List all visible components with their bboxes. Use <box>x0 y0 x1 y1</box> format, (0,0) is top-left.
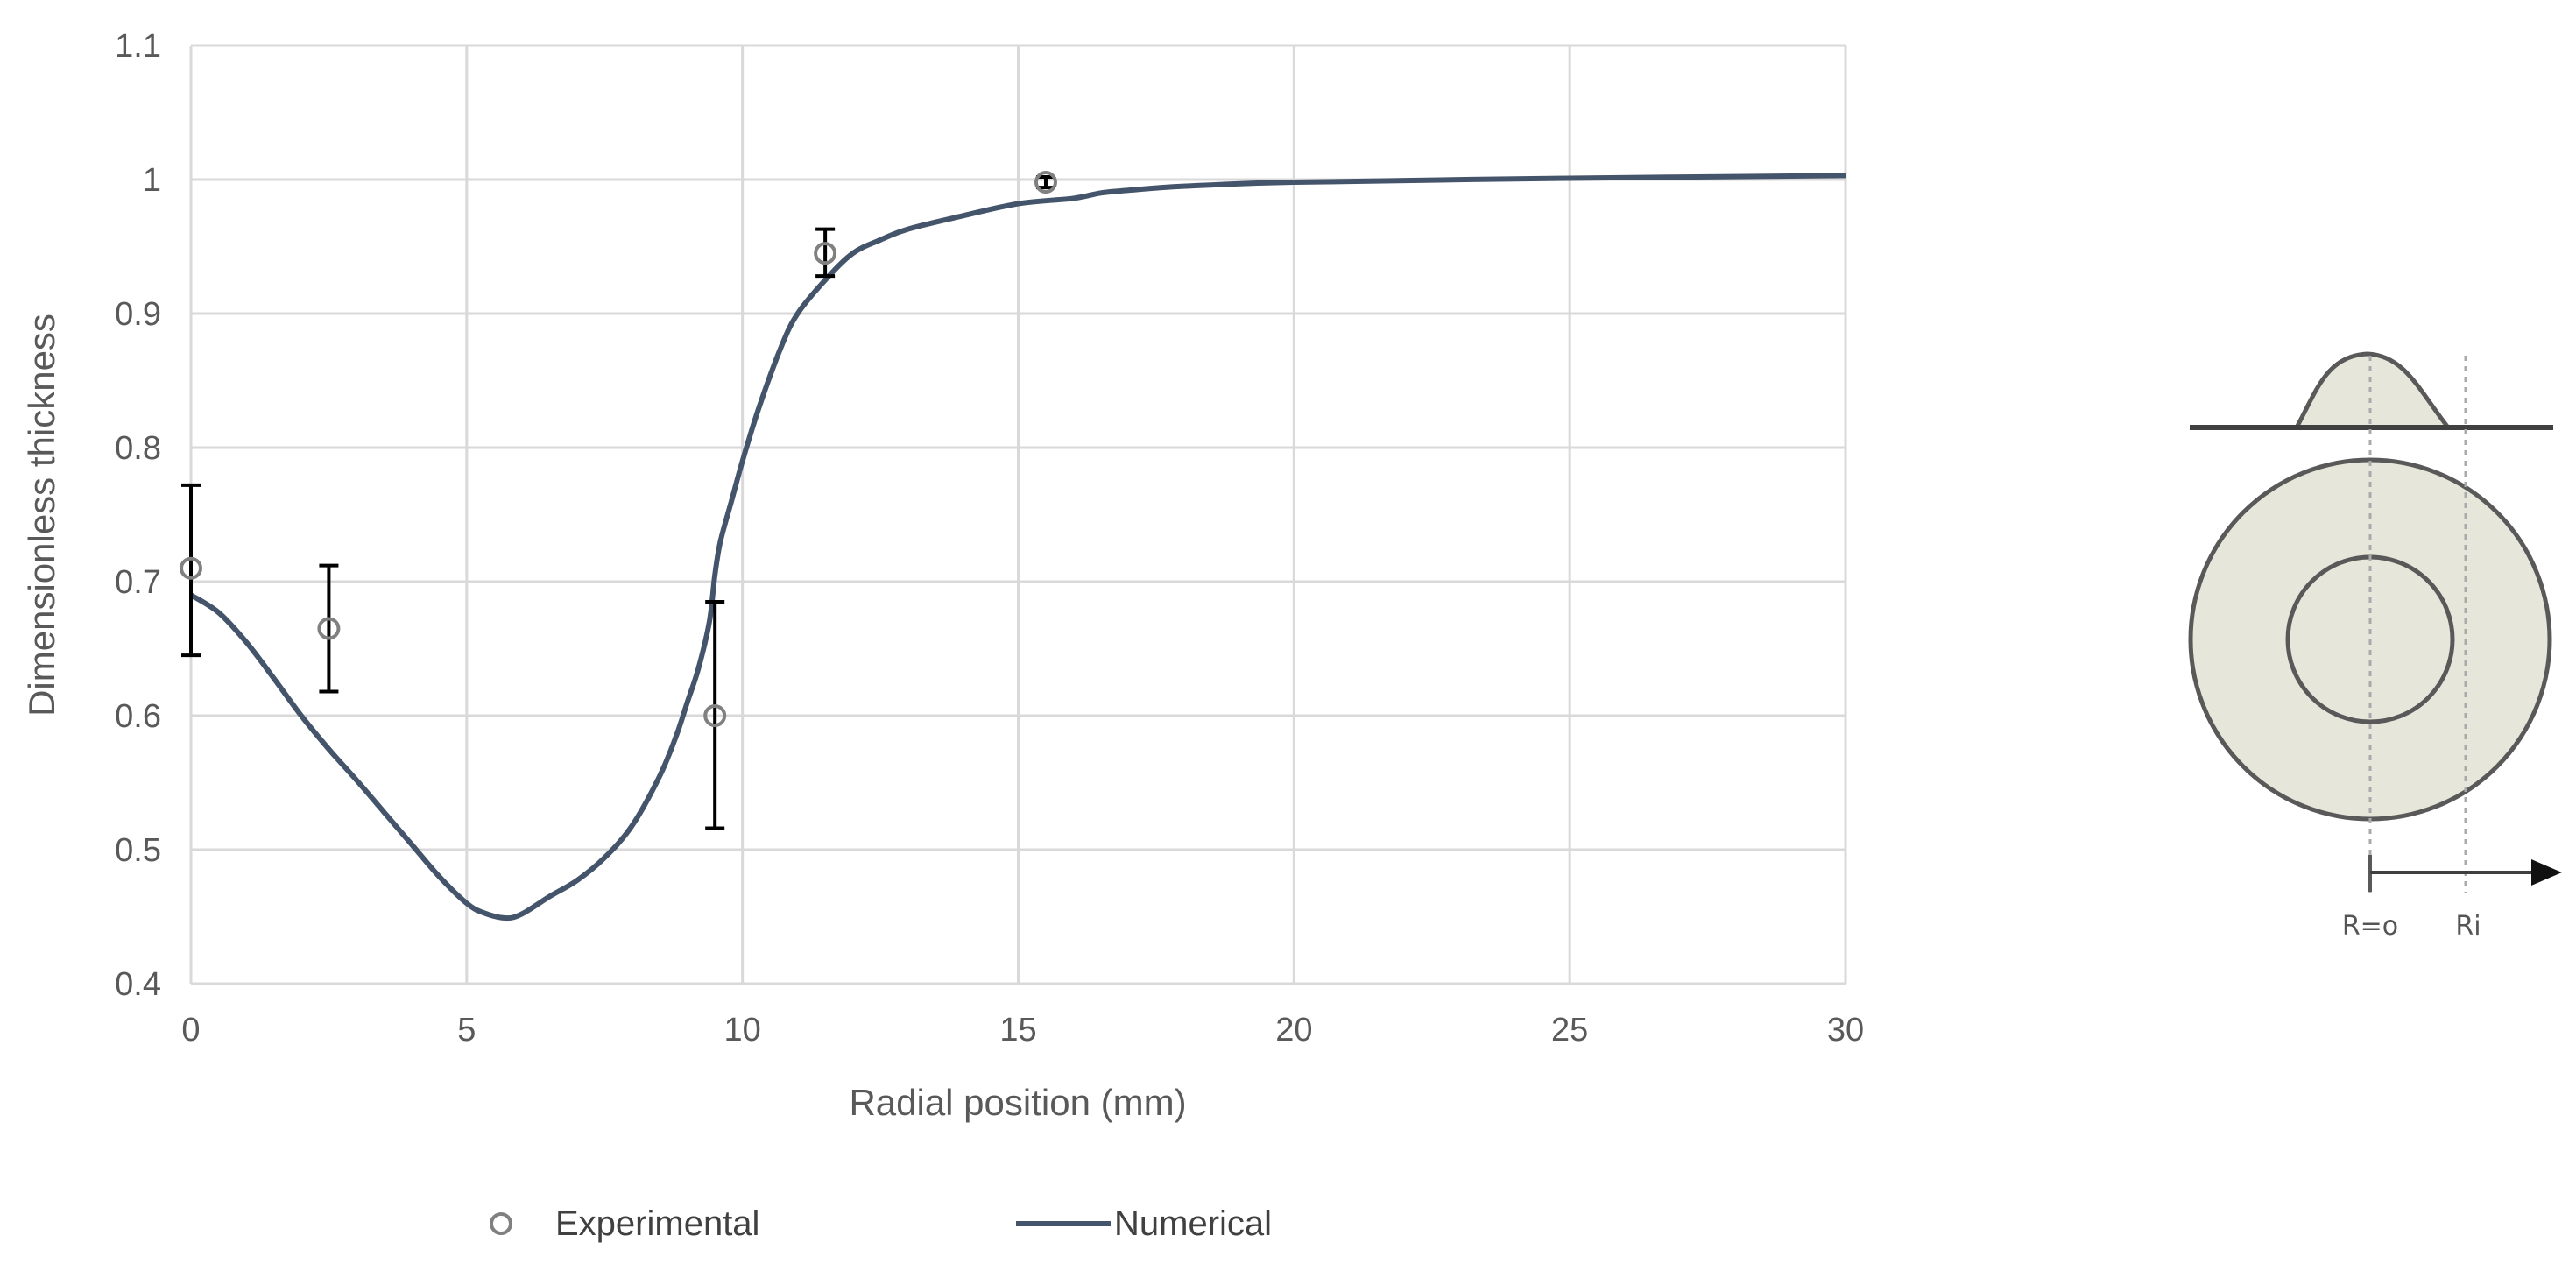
y-tick-label: 0.6 <box>115 698 161 735</box>
data-point-experimental <box>317 617 341 640</box>
data-point-experimental <box>814 242 837 265</box>
y-tick-label: 1.1 <box>115 28 161 65</box>
y-tick-label: 0.4 <box>115 966 161 1003</box>
x-axis-ticks: 0 5 10 15 20 25 30 <box>181 1012 1864 1049</box>
series-lines <box>189 173 1846 922</box>
y-tick-label: 0.5 <box>115 832 161 869</box>
x-axis-title: Radial position (mm) <box>849 1082 1186 1123</box>
y-tick-label: 0.9 <box>115 296 161 333</box>
grid <box>189 44 1847 985</box>
legend-label-experimental: Experimental <box>555 1204 759 1243</box>
data-point-experimental <box>1034 171 1057 194</box>
schematic-profile-bump <box>2292 351 2453 430</box>
series-points <box>180 171 1057 830</box>
x-tick-label: 30 <box>1827 1012 1864 1049</box>
schematic-radial-arrow-head <box>2531 859 2562 886</box>
y-tick-label: 0.7 <box>115 564 161 601</box>
x-tick-label: 25 <box>1551 1012 1588 1049</box>
series-line-numerical <box>189 173 1846 922</box>
x-tick-label: 20 <box>1275 1012 1312 1049</box>
legend-marker-experimental <box>490 1212 512 1235</box>
y-tick-label: 1 <box>143 162 161 199</box>
x-tick-label: 15 <box>999 1012 1036 1049</box>
legend-label-numerical: Numerical <box>1114 1204 1272 1243</box>
x-tick-label: 5 <box>457 1012 476 1049</box>
schematic-label-center: R=o <box>2342 911 2398 942</box>
x-tick-label: 0 <box>181 1012 200 1049</box>
schematic-diagram: R=o Ri <box>2188 351 2562 942</box>
x-tick-label: 10 <box>724 1012 761 1049</box>
schematic-label-ri: Ri <box>2455 911 2481 942</box>
data-point-experimental <box>703 704 727 727</box>
y-tick-label: 0.8 <box>115 430 161 467</box>
chart: 0.4 0.5 0.6 0.7 0.8 0.9 1 1.1 0 5 10 15 20 25 30 Radi… <box>21 28 1864 1123</box>
data-point-experimental <box>180 556 202 580</box>
legend: Experimental Numerical <box>490 1204 1272 1243</box>
y-axis-ticks: 0.4 0.5 0.6 0.7 0.8 0.9 1 1.1 <box>115 28 161 1003</box>
y-axis-title: Dimensionless thickness <box>21 314 62 717</box>
